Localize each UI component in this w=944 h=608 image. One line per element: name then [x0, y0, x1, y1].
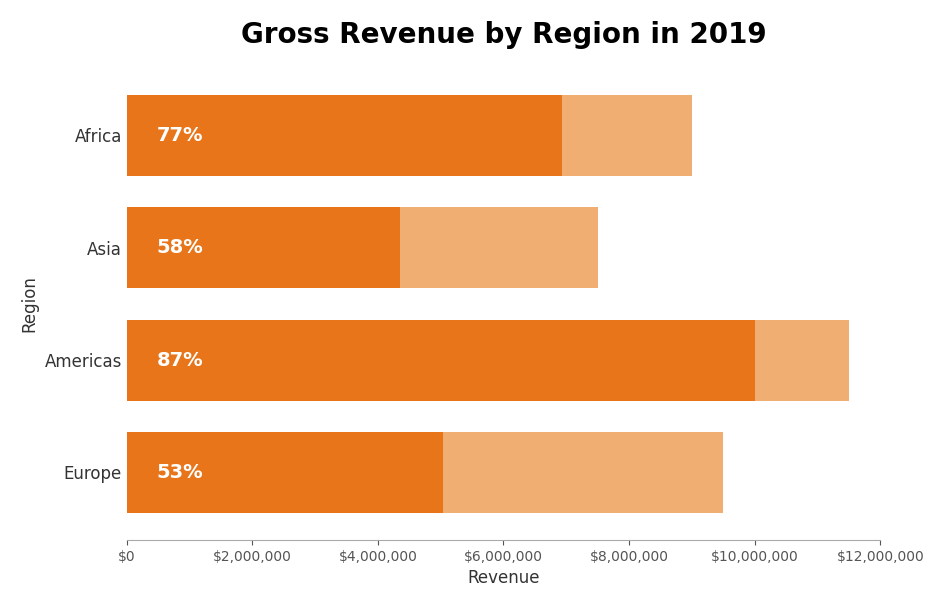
Bar [126, 432, 443, 513]
Title: Gross Revenue by Region in 2019: Gross Revenue by Region in 2019 [241, 21, 766, 49]
Text: 77%: 77% [157, 126, 203, 145]
Bar [126, 320, 754, 401]
Text: 87%: 87% [157, 351, 203, 370]
Y-axis label: Region: Region [21, 275, 39, 333]
Bar [126, 207, 597, 288]
Bar [126, 320, 848, 401]
Bar [126, 95, 691, 176]
Text: 58%: 58% [157, 238, 203, 257]
Bar [126, 95, 562, 176]
Bar [126, 432, 722, 513]
Bar [126, 207, 399, 288]
X-axis label: Revenue: Revenue [466, 569, 539, 587]
Text: 53%: 53% [157, 463, 203, 482]
